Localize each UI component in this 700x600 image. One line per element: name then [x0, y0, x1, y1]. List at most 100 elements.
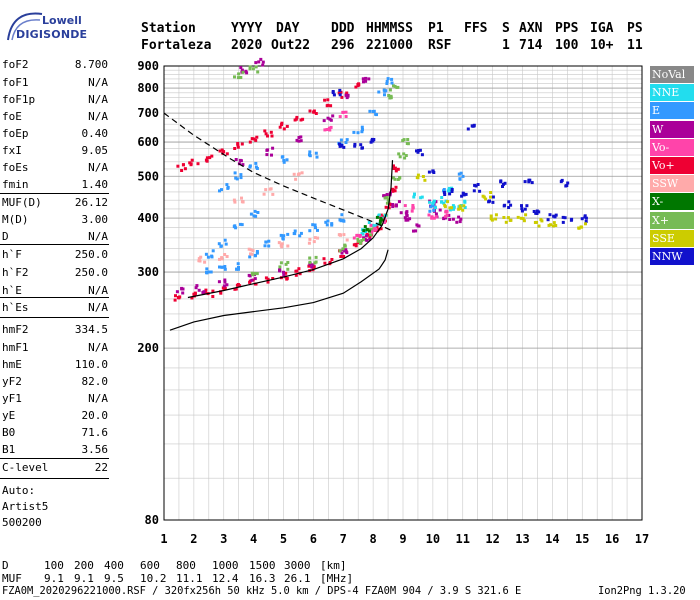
data-point — [233, 147, 237, 150]
data-point — [329, 125, 333, 129]
data-point — [326, 103, 330, 107]
data-point — [548, 213, 552, 217]
param-row: fxI 9.05 — [2, 144, 108, 161]
data-point — [312, 109, 316, 113]
param-value: N/A — [88, 76, 108, 89]
data-point — [339, 233, 342, 237]
footer-d-value: 1500 — [249, 559, 276, 572]
data-point — [364, 230, 367, 233]
footer-d-label: D — [2, 559, 9, 572]
data-point — [489, 195, 492, 199]
param-label: h`F — [2, 248, 22, 261]
data-point — [410, 209, 414, 213]
data-point — [180, 169, 184, 172]
footer-muf-value: 9.1 — [44, 572, 64, 585]
data-point — [379, 227, 383, 231]
data-point — [420, 195, 424, 199]
data-point — [239, 176, 243, 180]
param-label: D — [2, 230, 9, 243]
footer-muf-value: 10.2 — [140, 572, 167, 585]
param-row: h`F2 250.0 — [2, 266, 108, 283]
data-point — [466, 127, 470, 131]
data-point — [278, 268, 282, 272]
data-point — [532, 210, 536, 213]
data-point — [417, 224, 421, 228]
data-point — [248, 280, 252, 284]
data-point — [464, 192, 468, 196]
param-row: fmin 1.40 — [2, 178, 108, 195]
data-point — [398, 176, 402, 180]
legend-item: Vo+ — [650, 157, 694, 174]
data-point — [442, 188, 446, 191]
data-point — [329, 104, 333, 108]
data-point — [338, 88, 342, 92]
data-point — [208, 156, 212, 160]
data-point — [416, 173, 420, 177]
data-point — [432, 200, 436, 204]
data-point — [238, 284, 242, 288]
data-point — [524, 213, 528, 217]
data-point — [234, 287, 238, 291]
data-point — [323, 98, 327, 102]
data-point — [361, 128, 364, 132]
data-point — [416, 176, 420, 180]
param-value: 110.0 — [74, 358, 108, 371]
x-tick-label: 1 — [160, 532, 167, 546]
data-point — [345, 138, 349, 142]
data-point — [205, 270, 208, 274]
data-point — [251, 67, 255, 71]
param-label: MUF(D) — [2, 196, 42, 209]
y-tick-label: 800 — [137, 81, 159, 95]
param-divider — [0, 297, 109, 298]
data-point — [340, 143, 344, 147]
data-point — [452, 207, 455, 211]
data-point — [310, 265, 314, 269]
data-point — [342, 145, 346, 149]
data-point — [584, 222, 587, 226]
data-point — [450, 188, 454, 191]
data-point — [339, 219, 343, 223]
param-value: 20.0 — [81, 409, 109, 422]
data-point — [553, 215, 557, 219]
data-point — [220, 256, 224, 260]
data-point — [235, 267, 239, 271]
data-point — [316, 228, 319, 232]
legend-item: Vo- — [650, 138, 694, 156]
x-tick-label: 8 — [370, 532, 377, 546]
param-label: foE — [2, 110, 22, 123]
param-label: yF2 — [2, 375, 22, 388]
data-point — [549, 223, 553, 227]
param-label: fxI — [2, 144, 22, 157]
param-row: hmF1 N/A — [2, 341, 108, 358]
data-point — [286, 232, 290, 236]
data-point — [197, 288, 201, 292]
data-point — [428, 200, 432, 204]
data-point — [271, 277, 275, 280]
data-point — [218, 265, 221, 269]
data-point — [385, 193, 389, 196]
data-point — [354, 85, 358, 89]
data-point — [509, 218, 513, 222]
data-point — [417, 149, 421, 152]
data-point — [364, 76, 368, 80]
data-point — [338, 144, 342, 148]
param-label: h`F2 — [2, 266, 29, 279]
data-point — [197, 259, 201, 263]
param-divider — [0, 244, 109, 245]
data-point — [357, 83, 361, 87]
data-point — [299, 139, 303, 143]
data-point — [463, 206, 467, 209]
data-point — [445, 213, 449, 217]
data-point — [359, 143, 363, 147]
data-point — [372, 228, 376, 232]
data-point — [396, 178, 400, 181]
data-point — [232, 198, 236, 202]
data-point — [173, 298, 177, 302]
data-point — [263, 244, 267, 248]
data-point — [225, 152, 229, 156]
auto-label: Auto: — [2, 484, 36, 497]
header-col-value: 714 — [519, 38, 543, 53]
data-point — [364, 234, 368, 238]
data-point — [264, 188, 268, 192]
data-point — [339, 90, 343, 94]
